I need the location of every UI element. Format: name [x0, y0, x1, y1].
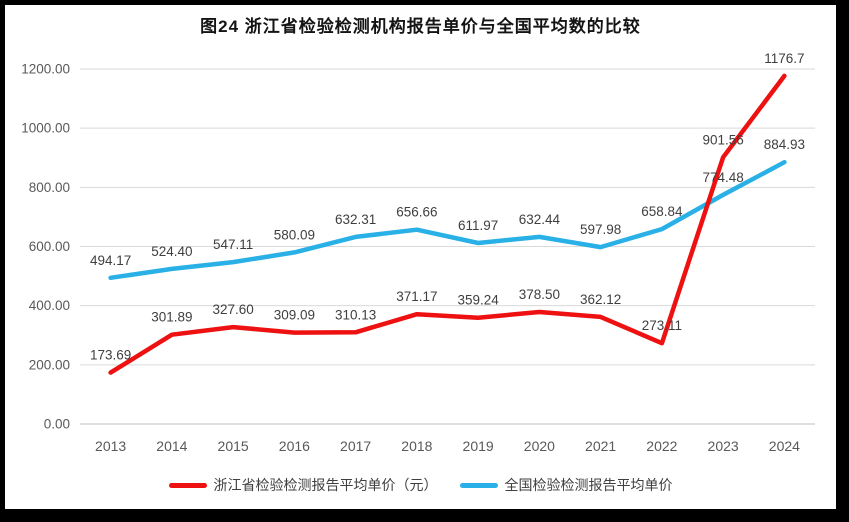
y-tick-label: 1000.00 — [21, 121, 70, 136]
legend-label-zhejiang: 浙江省检验检测报告平均单价（元） — [213, 477, 438, 493]
x-tick-label: 2019 — [463, 438, 494, 454]
x-tick-label: 2018 — [401, 438, 432, 454]
data-label: 494.17 — [90, 253, 131, 268]
data-label: 901.56 — [702, 132, 743, 147]
x-tick-label: 2015 — [218, 438, 249, 454]
chart-canvas: 图24 浙江省检验检测机构报告单价与全国平均数的比较 0.00 200.00 400… — [5, 5, 836, 509]
chart-legend: 浙江省检验检测报告平均单价（元） 全国检验检测报告平均单价 — [5, 475, 836, 495]
national-series-marker-icon — [459, 482, 498, 488]
x-axis-tick-labels: 2013 2014 2015 2016 2017 2018 2019 2020 2021 2022… — [95, 438, 800, 454]
x-tick-label: 2013 — [95, 438, 126, 454]
x-tick-label: 2020 — [524, 438, 555, 454]
legend-item-zhejiang: 浙江省检验检测报告平均单价（元） — [168, 475, 438, 495]
y-tick-label: 200.00 — [29, 357, 70, 372]
x-tick-label: 2022 — [646, 438, 677, 454]
data-label: 359.24 — [457, 293, 499, 308]
data-label: 524.40 — [151, 244, 192, 259]
y-axis-tick-labels: 0.00 200.00 400.00 600.00 800.00 1000.00 1200.… — [21, 62, 70, 432]
legend-item-national: 全国检验检测报告平均单价 — [459, 475, 673, 495]
data-label: 632.31 — [335, 212, 376, 227]
data-label: 658.84 — [641, 204, 683, 219]
data-label: 362.12 — [580, 292, 621, 307]
national-data-labels: 494.17 524.40 547.11 580.09 632.31 656.66 611.… — [90, 137, 805, 268]
zhejiang-series-line — [108, 73, 787, 375]
x-tick-label: 2017 — [340, 438, 371, 454]
x-tick-label: 2024 — [769, 438, 800, 454]
data-label: 632.44 — [519, 212, 561, 227]
data-label: 173.69 — [90, 348, 131, 363]
y-tick-label: 0.00 — [44, 417, 70, 432]
data-label: 301.89 — [151, 310, 192, 325]
data-label: 273.11 — [642, 318, 682, 333]
data-label: 310.13 — [335, 307, 376, 322]
zhejiang-series-marker-icon — [168, 482, 207, 488]
data-label: 327.60 — [212, 302, 253, 317]
national-series-line — [108, 159, 787, 281]
data-label: 580.09 — [274, 227, 315, 242]
data-label: 656.66 — [396, 205, 437, 220]
data-label: 884.93 — [764, 137, 805, 152]
x-tick-label: 2016 — [279, 438, 310, 454]
data-label: 611.97 — [458, 218, 498, 233]
data-label: 774.48 — [702, 170, 743, 185]
chart-title: 图24 浙江省检验检测机构报告单价与全国平均数的比较 — [200, 17, 641, 36]
data-label: 1176.7 — [764, 51, 804, 66]
legend-label-national: 全国检验检测报告平均单价 — [504, 477, 673, 493]
zhejiang-data-labels: 173.69 301.89 327.60 309.09 310.13 371.17 359.… — [90, 51, 805, 363]
line-chart: 0.00 200.00 400.00 600.00 800.00 1000.00 1200.… — [21, 51, 815, 454]
y-tick-label: 400.00 — [29, 298, 70, 313]
data-label: 309.09 — [274, 308, 315, 323]
y-tick-label: 1200.00 — [21, 62, 70, 77]
x-tick-label: 2014 — [156, 438, 187, 454]
x-tick-label: 2021 — [585, 438, 616, 454]
x-tick-label: 2023 — [708, 438, 739, 454]
data-label: 597.98 — [580, 222, 621, 237]
data-label: 378.50 — [519, 287, 560, 302]
data-label: 547.11 — [213, 237, 253, 252]
y-tick-label: 800.00 — [29, 180, 70, 195]
y-tick-label: 600.00 — [29, 239, 70, 254]
data-label: 371.17 — [396, 289, 437, 304]
